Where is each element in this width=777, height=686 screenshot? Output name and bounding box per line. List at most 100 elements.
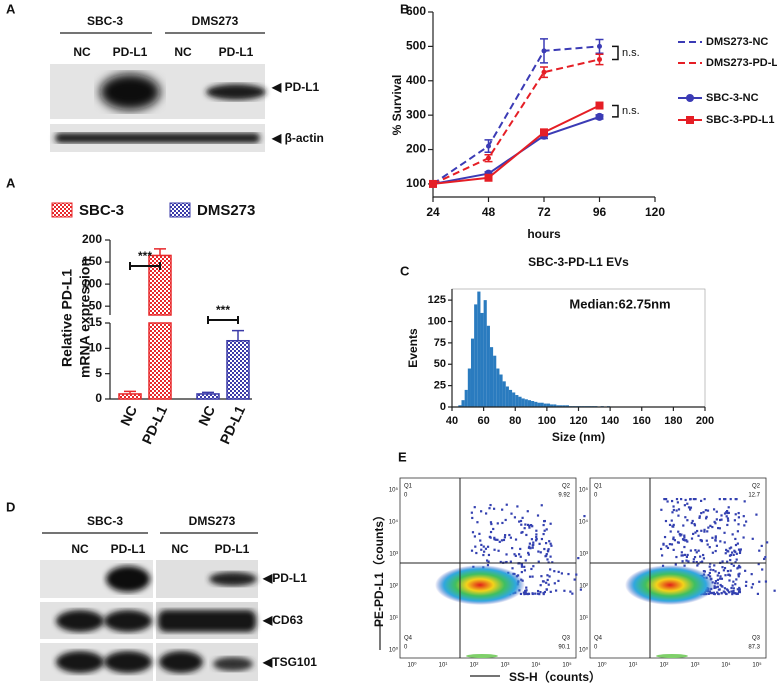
- flow-event: [687, 506, 691, 509]
- flow-event: [501, 521, 504, 525]
- flow-event: [698, 515, 701, 518]
- flow-event: [476, 521, 479, 524]
- flow-event: [728, 547, 731, 550]
- flow-event: [693, 524, 697, 527]
- y-tick-label: 10: [89, 341, 103, 355]
- marker: [597, 56, 602, 62]
- line: [432, 104, 600, 185]
- x-tick-label: 10⁵: [752, 662, 762, 669]
- flow-event: [511, 547, 514, 550]
- flow-event: [482, 545, 485, 548]
- flow-event: [505, 503, 508, 506]
- lane-label: PD-L1: [215, 542, 250, 556]
- flow-event: [723, 531, 726, 534]
- flow-event: [531, 525, 534, 528]
- flow-event: [500, 539, 504, 542]
- flow-event: [732, 564, 735, 567]
- marker: [597, 43, 602, 49]
- flow-event: [516, 505, 519, 508]
- flow-event: [686, 502, 689, 505]
- flow-event: [706, 530, 709, 533]
- flow-event: [728, 579, 731, 582]
- flow-event: [540, 575, 543, 578]
- flow-event: [671, 511, 674, 514]
- flow-event: [498, 540, 501, 543]
- x-tick-label: 160: [633, 415, 651, 427]
- flow-event: [542, 523, 545, 527]
- y-tick-label: 10³: [579, 552, 588, 558]
- flow-event: [504, 518, 507, 522]
- flow-event: [750, 573, 753, 576]
- flow-event: [520, 562, 524, 566]
- flow-event: [680, 554, 683, 557]
- x-tick-label: PD-L1: [216, 403, 248, 447]
- flow-event: [706, 543, 709, 546]
- flow-event: [685, 555, 689, 559]
- flow-event: [521, 530, 524, 534]
- flow-event: [699, 555, 702, 558]
- flow-event: [700, 529, 703, 532]
- flow-event: [714, 570, 717, 573]
- flow-event: [705, 539, 708, 542]
- error-bar: [154, 248, 166, 256]
- flow-event: [719, 577, 722, 580]
- flow-event: [539, 584, 542, 587]
- flow-event: [680, 551, 683, 554]
- flow-event: [694, 531, 697, 534]
- flow-event: [697, 549, 700, 552]
- flow-event: [715, 518, 718, 521]
- flow-event: [484, 512, 488, 515]
- flow-event: [726, 550, 729, 553]
- flow-event: [536, 592, 540, 595]
- histogram-bar: [556, 405, 560, 407]
- histogram-bar: [486, 325, 490, 407]
- flow-event: [709, 524, 712, 527]
- flow-event: [716, 574, 719, 577]
- flow-event: [535, 529, 538, 532]
- flow-event: [665, 545, 668, 548]
- flow-event: [763, 557, 766, 561]
- x-tick-label: 10⁵: [562, 662, 572, 669]
- y-tick-label: 10¹: [579, 616, 588, 622]
- flow-event: [480, 548, 483, 551]
- histogram-bar: [562, 405, 566, 407]
- flow-event: [690, 521, 693, 525]
- x-axis-label: SS-H（counts）: [509, 669, 601, 684]
- flow-event: [685, 539, 688, 542]
- flow-event: [550, 544, 553, 547]
- flow-event: [714, 580, 718, 583]
- band-label: ◀PD-L1: [262, 571, 307, 585]
- flow-event: [717, 571, 721, 575]
- lane-label: PD-L1: [219, 45, 254, 59]
- flow-event: [488, 507, 491, 510]
- flow-event: [685, 559, 688, 562]
- flow-event: [471, 516, 474, 520]
- flow-event: [730, 562, 733, 566]
- flow-event: [528, 542, 531, 545]
- flow-event: [738, 591, 742, 594]
- flow-event: [714, 536, 717, 539]
- histogram-bar: [521, 398, 525, 407]
- flow-event: [707, 526, 710, 529]
- x-tick-label: 10⁴: [721, 662, 731, 669]
- flow-event: [577, 557, 580, 560]
- flow-event: [539, 551, 542, 554]
- y-tick-label: 10⁴: [579, 519, 589, 526]
- significance-bracket: [612, 45, 619, 61]
- flow-event: [663, 535, 667, 539]
- flow-event: [722, 569, 725, 572]
- flow-event: [729, 546, 733, 549]
- flow-event: [727, 519, 730, 522]
- x-tick-label: 10¹: [629, 663, 638, 669]
- y-tick-label: 10⁴: [389, 519, 399, 526]
- flow-event: [705, 515, 708, 519]
- flow-event: [721, 585, 724, 588]
- flow-event: [549, 590, 552, 593]
- panel-label: A: [6, 175, 16, 190]
- y-tick-label: 10⁵: [389, 487, 399, 494]
- y-axis-label: % Survival: [390, 75, 404, 136]
- flow-event: [505, 553, 508, 556]
- flow-event: [524, 591, 527, 594]
- flow-event: [717, 588, 720, 591]
- flow-event: [527, 592, 531, 595]
